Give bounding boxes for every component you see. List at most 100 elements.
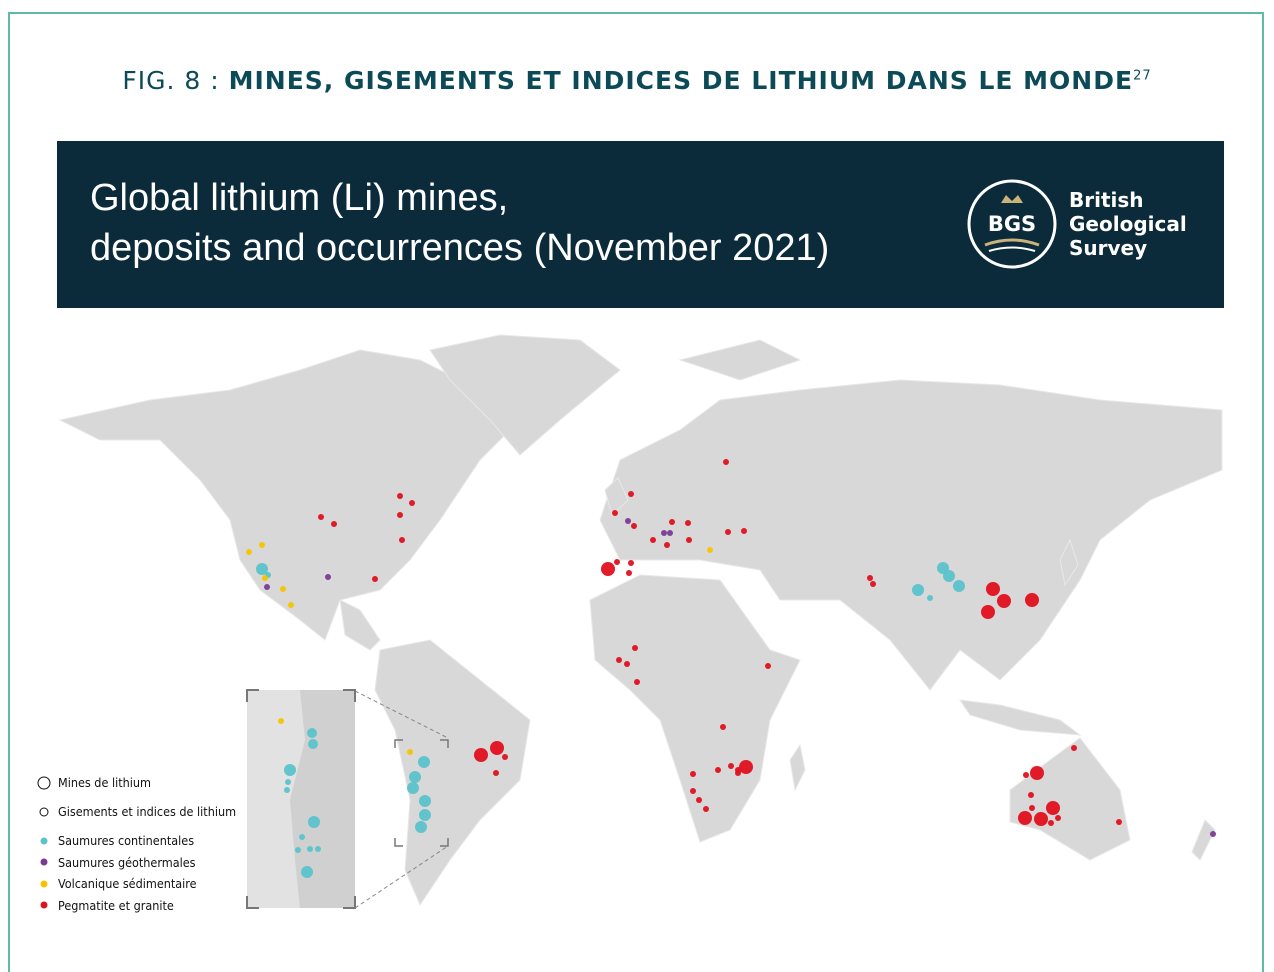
deposit-marker bbox=[628, 491, 634, 497]
figure-heading: MINES, GISEMENTS ET INDICES DE LITHIUM D… bbox=[228, 66, 1134, 95]
deposit-marker bbox=[331, 521, 337, 527]
deposit-marker bbox=[667, 530, 673, 536]
logo: BGS bbox=[967, 179, 1057, 269]
legend-label: Mines de lithium bbox=[58, 775, 151, 790]
figure-title: FIG. 8 : MINES, GISEMENTS ET INDICES DE … bbox=[0, 66, 1274, 95]
world-map bbox=[58, 334, 1223, 909]
deposit-marker bbox=[1029, 805, 1035, 811]
deposit-marker bbox=[628, 560, 634, 566]
deposit-marker bbox=[867, 575, 873, 581]
deposit-marker bbox=[696, 797, 702, 803]
deposit-marker bbox=[707, 547, 713, 553]
deposit-marker bbox=[299, 834, 305, 840]
deposit-marker bbox=[308, 816, 320, 828]
legend-item: Pegmatite et granite bbox=[36, 898, 174, 913]
deposit-marker bbox=[912, 584, 924, 596]
deposit-marker bbox=[690, 788, 696, 794]
deposits bbox=[246, 459, 1216, 878]
deposit-marker bbox=[1018, 811, 1032, 825]
deposit-marker bbox=[612, 510, 618, 516]
deposit-marker bbox=[669, 519, 675, 525]
deposit-marker bbox=[280, 586, 286, 592]
deposit-marker bbox=[986, 582, 1000, 596]
deposit-marker bbox=[284, 787, 290, 793]
deposit-marker bbox=[1028, 792, 1034, 798]
deposit-marker bbox=[474, 748, 488, 762]
deposit-marker bbox=[307, 728, 317, 738]
deposit-marker bbox=[715, 767, 721, 773]
frame bbox=[8, 12, 1264, 972]
banner-title: Global lithium (Li) mines, bbox=[90, 177, 509, 219]
deposit-marker bbox=[765, 663, 771, 669]
deposit-marker bbox=[735, 770, 741, 776]
deposit-marker bbox=[1048, 820, 1054, 826]
deposit-marker bbox=[407, 782, 419, 794]
deposit-marker bbox=[418, 756, 430, 768]
deposit-marker bbox=[1071, 745, 1077, 751]
deposit-marker bbox=[953, 580, 965, 592]
legend-label: Saumures continentales bbox=[58, 833, 195, 848]
deposit-marker bbox=[927, 595, 933, 601]
deposit-marker bbox=[246, 549, 252, 555]
deposit-marker bbox=[664, 542, 670, 548]
legend-swatch bbox=[40, 880, 48, 887]
deposit-marker bbox=[686, 537, 692, 543]
deposit-marker bbox=[325, 574, 331, 580]
deposit-marker bbox=[1030, 766, 1044, 780]
deposit-marker bbox=[490, 741, 504, 755]
deposit-marker bbox=[720, 724, 726, 730]
deposit-marker bbox=[407, 749, 413, 755]
legend-label: Gisements et indices de lithium bbox=[58, 804, 237, 819]
deposit-marker bbox=[409, 500, 415, 506]
legend-item: Volcanique sédimentaire bbox=[36, 876, 197, 891]
deposit-marker bbox=[409, 771, 421, 783]
deposit-marker bbox=[262, 575, 268, 581]
deposit-marker bbox=[419, 795, 431, 807]
logo-name: Geological bbox=[1069, 212, 1187, 236]
inset bbox=[246, 689, 449, 909]
deposit-marker bbox=[399, 537, 405, 543]
logo-name: British bbox=[1069, 188, 1144, 212]
deposit-marker bbox=[415, 821, 427, 833]
deposit-marker bbox=[650, 537, 656, 543]
deposit-marker bbox=[739, 760, 753, 774]
legend-swatch bbox=[40, 858, 48, 866]
deposit-marker bbox=[601, 562, 615, 576]
deposit-marker bbox=[981, 605, 995, 619]
legend-label: Saumures géothermales bbox=[58, 854, 196, 870]
deposit-marker bbox=[372, 576, 378, 582]
deposit-marker bbox=[278, 718, 284, 724]
deposit-marker bbox=[725, 529, 731, 535]
deposit-marker bbox=[397, 493, 403, 499]
legend-label: Pegmatite et granite bbox=[58, 897, 174, 913]
deposit-marker bbox=[1055, 815, 1061, 821]
deposit-marker bbox=[1034, 812, 1048, 826]
footnote-ref: 27 bbox=[1133, 68, 1152, 84]
deposit-marker bbox=[661, 530, 667, 536]
deposit-marker bbox=[493, 770, 499, 776]
deposit-marker bbox=[690, 771, 696, 777]
deposit-marker bbox=[397, 512, 403, 518]
deposit-marker bbox=[315, 846, 321, 852]
deposit-marker bbox=[631, 523, 637, 529]
legend-swatch bbox=[40, 837, 48, 844]
legend-item: Mines de lithium bbox=[36, 775, 151, 790]
deposit-marker bbox=[614, 559, 620, 565]
deposit-marker bbox=[307, 846, 313, 852]
deposit-marker bbox=[1210, 831, 1216, 837]
legend-swatch bbox=[40, 901, 48, 909]
legend-label: Volcanique sédimentaire bbox=[58, 876, 197, 891]
deposit-marker bbox=[285, 779, 291, 785]
deposit-marker bbox=[626, 570, 632, 576]
deposit-marker bbox=[685, 520, 691, 526]
deposit-marker bbox=[997, 594, 1011, 608]
deposit-marker bbox=[741, 528, 747, 534]
deposit-marker bbox=[634, 679, 640, 685]
deposit-marker bbox=[625, 518, 631, 524]
deposit-marker bbox=[723, 459, 729, 465]
deposit-marker bbox=[870, 581, 876, 587]
land bbox=[58, 334, 1223, 907]
deposit-marker bbox=[318, 514, 324, 520]
deposit-marker bbox=[1025, 593, 1039, 607]
deposit-marker bbox=[288, 602, 294, 608]
